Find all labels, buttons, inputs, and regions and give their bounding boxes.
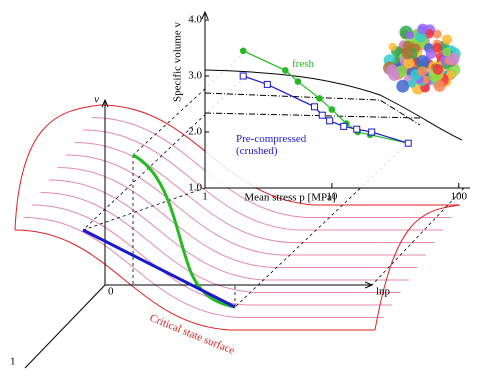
point (239, 47, 247, 55)
point (404, 139, 412, 147)
surface-line (82, 129, 443, 231)
origin-label: 0 (108, 286, 114, 298)
third-axis-label: 1 (10, 356, 16, 368)
surface-label: Critical state surface (148, 312, 236, 357)
point (239, 72, 247, 80)
y-tick-label: 2.0 (188, 126, 202, 138)
surface-line (65, 154, 426, 256)
particle (432, 29, 442, 39)
particle (432, 64, 444, 75)
surface-line (74, 142, 435, 243)
particle (432, 43, 442, 53)
csl-fresh (132, 153, 236, 309)
surface (14, 104, 461, 331)
y-tick-label: 3.0 (188, 70, 202, 82)
surface-edge (374, 204, 461, 331)
x-tick-label: 1 (202, 191, 208, 203)
point (282, 67, 289, 74)
x-tick-label: 100 (450, 191, 467, 203)
particle (403, 57, 415, 69)
particle (417, 23, 429, 35)
point (368, 128, 376, 136)
particle (408, 79, 417, 88)
surface-edge (14, 104, 101, 231)
particle (433, 80, 446, 92)
reference-curve (204, 69, 463, 141)
point (294, 78, 302, 85)
particle (401, 47, 414, 60)
particle (388, 69, 400, 81)
particles (383, 23, 461, 95)
axes-3d (24, 100, 372, 369)
particle (388, 42, 397, 51)
reference-dashdot (204, 92, 421, 126)
particle (441, 34, 453, 45)
particle (416, 55, 430, 69)
y-tick-label: 4.0 (188, 14, 202, 26)
point (353, 125, 361, 133)
point (328, 106, 336, 113)
particle (402, 40, 413, 51)
surface-line (23, 217, 384, 318)
point (340, 122, 348, 130)
y-axis-label: Specific volume v (172, 21, 184, 102)
p-axis-label: lnp (376, 286, 391, 298)
series-label: Pre-compressed (crushed) (236, 133, 307, 157)
v-axis-label: v (94, 94, 99, 106)
series-label: fresh (292, 58, 314, 70)
particle (442, 47, 452, 57)
point (326, 117, 334, 125)
csl-crushed (82, 228, 236, 309)
surface-line (14, 229, 375, 331)
particle (417, 66, 428, 77)
surface-line (91, 117, 452, 218)
surface-line (57, 167, 418, 268)
particle (406, 31, 415, 40)
point (311, 103, 319, 111)
surface-line (40, 192, 401, 293)
particle (425, 48, 437, 60)
point (316, 95, 323, 102)
point (318, 111, 326, 119)
particle (447, 52, 460, 66)
surface-line (48, 179, 409, 281)
x-axis-label: Mean stress p [MPa] (244, 192, 335, 204)
particle (396, 79, 410, 93)
y-tick-label: 1.0 (188, 182, 202, 194)
x-tick-label: 10 (326, 191, 338, 203)
point (263, 80, 271, 88)
